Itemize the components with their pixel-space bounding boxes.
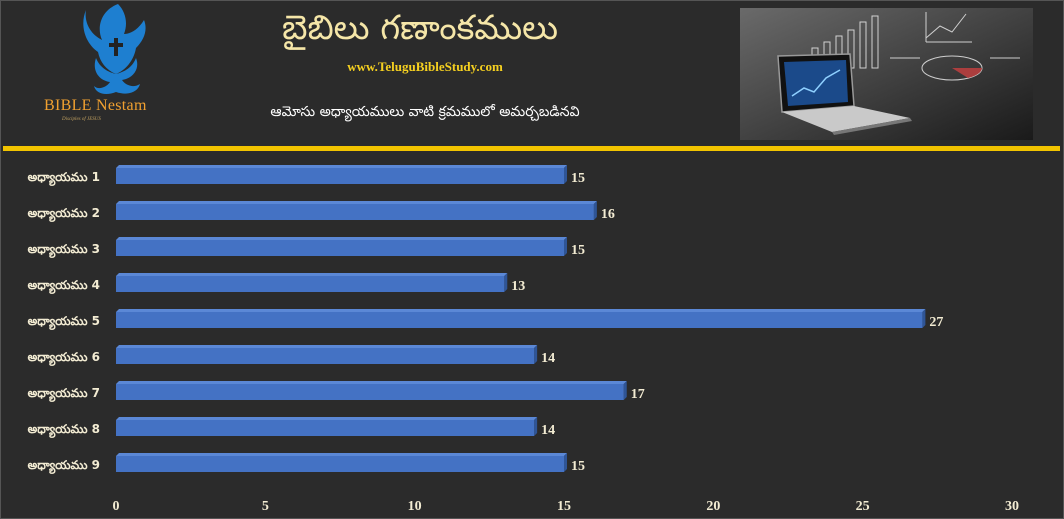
bar: [116, 168, 564, 184]
bar: [116, 384, 624, 400]
bar: [116, 420, 535, 436]
bar-top-face: [116, 453, 567, 456]
bar-side-face: [504, 273, 508, 292]
category-label: అధ్యాయము 5: [28, 314, 100, 330]
bar-top-face: [116, 345, 538, 348]
bar-top-face: [116, 273, 508, 276]
data-label: 15: [571, 171, 585, 186]
page-subtitle: ఆమోసు అధ్యాయములు వాటి క్రమములో అమర్చబడిన…: [270, 104, 580, 120]
data-label: 16: [601, 207, 615, 222]
bar-top-face: [116, 165, 567, 168]
logo-text: BIBLE Nestam: [44, 97, 147, 114]
x-tick-label: 10: [408, 499, 422, 514]
bar: [116, 204, 594, 220]
gold-divider: [3, 146, 1060, 151]
data-label: 15: [571, 243, 585, 258]
data-label: 14: [541, 351, 555, 366]
bar-top-face: [116, 201, 597, 204]
x-tick-label: 20: [706, 499, 720, 514]
category-label: అధ్యాయము 8: [28, 422, 100, 438]
bar-top-face: [116, 309, 926, 312]
bar-top-face: [116, 417, 538, 420]
data-label: 27: [929, 315, 943, 330]
bar-side-face: [922, 309, 926, 328]
data-label: 15: [571, 459, 585, 474]
data-label: 14: [541, 423, 555, 438]
category-label: అధ్యాయము 7: [28, 386, 100, 402]
bar-side-face: [564, 165, 567, 184]
bar: [116, 456, 564, 472]
bar-chart: అధ్యాయము 1 15 అధ్యాయము 2 16 అధ్యాయము 3 15 అధ్య…: [28, 165, 1019, 514]
category-label: అధ్యాయము 4: [28, 278, 100, 294]
x-tick-label: 0: [113, 499, 120, 514]
laptop-analytics-photo: [740, 8, 1033, 140]
x-tick-label: 15: [557, 499, 571, 514]
bar-side-face: [564, 237, 567, 256]
category-label: అధ్యాయము 2: [28, 206, 100, 222]
data-label: 17: [631, 387, 645, 402]
bar: [116, 312, 923, 328]
logo-tagline: Disciples of JESUS: [62, 117, 101, 122]
category-label: అధ్యాయము 1: [28, 170, 100, 186]
category-label: అధ్యాయము 6: [28, 350, 100, 366]
data-label: 13: [511, 279, 525, 294]
bar-side-face: [593, 201, 597, 220]
x-tick-label: 25: [856, 499, 870, 514]
bar-side-face: [534, 417, 538, 436]
bar-top-face: [116, 381, 627, 384]
x-tick-label: 5: [262, 499, 269, 514]
website-link[interactable]: www.TeluguBibleStudy.com: [347, 59, 503, 74]
bar-side-face: [623, 381, 627, 400]
bar-side-face: [564, 453, 567, 472]
bar: [116, 348, 535, 364]
bar: [116, 240, 564, 256]
dove-cross-hands-icon: [83, 4, 146, 94]
x-tick-label: 30: [1005, 499, 1019, 514]
page-title: బైబిలు గణాంకములు: [281, 8, 559, 48]
bar-top-face: [116, 237, 567, 240]
category-label: అధ్యాయము 3: [28, 242, 100, 258]
category-label: అధ్యాయము 9: [28, 458, 100, 474]
bar-side-face: [534, 345, 538, 364]
bar: [116, 276, 505, 292]
